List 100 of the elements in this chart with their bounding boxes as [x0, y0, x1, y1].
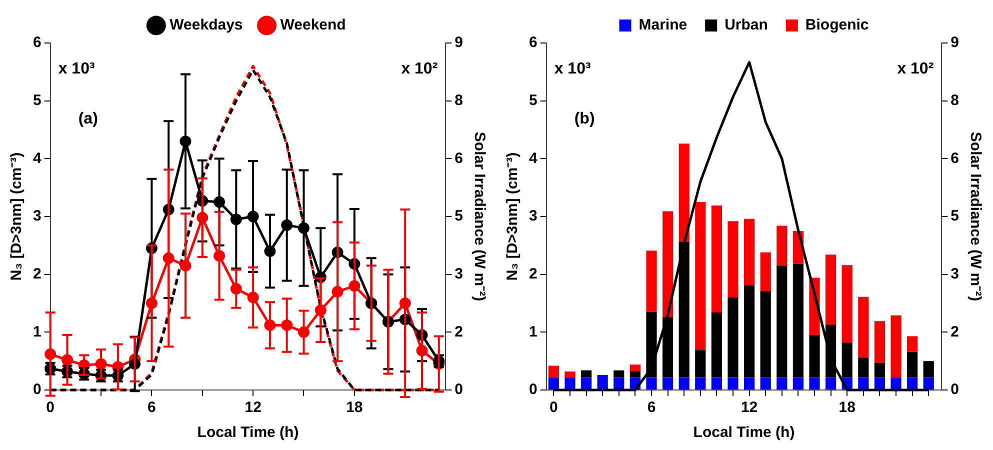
y-tick-label: 6: [529, 34, 538, 52]
bar: [678, 242, 690, 378]
y-tick-label: 4: [33, 150, 42, 167]
legend-label: Biogenic: [805, 16, 869, 34]
y-axis-title: N₃ [D>3nm] (cm⁻³): [8, 152, 26, 281]
annotation: x 10²: [401, 60, 438, 78]
y2-tick-label: 8: [454, 92, 463, 109]
x-axis-title: Local Time (h): [693, 424, 795, 442]
bar: [646, 312, 657, 378]
bar: [646, 377, 657, 390]
bar: [695, 202, 706, 350]
annotation: x 10³: [554, 60, 591, 78]
x-tick-label: 12: [244, 399, 262, 416]
bar: [662, 317, 674, 378]
y-tick-label: 0: [33, 381, 42, 398]
x-tick-label: 6: [647, 399, 656, 416]
y2-axis-title: Solar Irradiance (W m⁻²): [966, 132, 984, 302]
y-axis-title: N₃ [D>3nm] (cm⁻³): [504, 152, 522, 281]
bar: [695, 377, 706, 390]
legend-label: Marine: [638, 16, 688, 34]
y2-tick-label: 9: [454, 34, 463, 52]
bar: [711, 206, 722, 313]
y2-tick-label: 2: [454, 323, 463, 340]
y-tick-label: 3: [529, 208, 538, 225]
legend-label: Weekend: [280, 16, 346, 34]
y-tick-label: 3: [33, 208, 42, 225]
bar: [564, 371, 576, 378]
bar: [760, 252, 771, 292]
bar: [923, 361, 934, 378]
bar: [760, 291, 771, 378]
bar: [728, 221, 738, 298]
bar: [630, 364, 640, 372]
annotation: x 10³: [58, 60, 95, 78]
bar: [580, 370, 592, 378]
annotation: (b): [574, 110, 595, 128]
bar: [923, 377, 934, 390]
bar: [776, 226, 788, 266]
bar: [826, 377, 836, 390]
bar: [744, 218, 755, 286]
bar: [858, 296, 869, 358]
y2-tick-label: 9: [950, 34, 959, 52]
y2-tick-label: 3: [454, 265, 463, 282]
annotation: (a): [78, 110, 98, 128]
y2-tick-label: 0: [454, 381, 463, 398]
bar: [662, 377, 674, 390]
bar: [597, 374, 608, 390]
bar: [874, 321, 886, 363]
bar: [548, 377, 559, 390]
bar: [907, 336, 918, 352]
bar: [711, 312, 722, 378]
bar: [760, 377, 771, 390]
x-tick-label: 18: [838, 399, 856, 416]
bar: [907, 377, 918, 390]
x-axis-title: Local Time (h): [197, 424, 299, 442]
y-tick-label: 2: [529, 265, 538, 282]
bar: [858, 377, 869, 390]
bar: [858, 358, 869, 378]
bar: [728, 377, 738, 390]
y2-tick-label: 6: [454, 150, 463, 167]
bar: [776, 377, 788, 390]
y-tick-label: 5: [529, 92, 538, 109]
y2-tick-label: 0: [950, 381, 959, 398]
bar: [809, 335, 820, 378]
bar: [678, 144, 690, 242]
bar: [646, 250, 657, 312]
y2-tick-label: 3: [950, 265, 959, 282]
x-tick-label: 12: [740, 399, 758, 416]
bar: [874, 362, 886, 378]
y-tick-label: 1: [33, 323, 42, 340]
bar: [874, 377, 886, 390]
y2-tick-label: 5: [950, 208, 959, 225]
bar: [580, 377, 592, 390]
bar: [695, 350, 706, 378]
y2-tick-label: 2: [950, 323, 959, 340]
bar: [744, 285, 755, 378]
y-tick-label: 2: [33, 265, 42, 282]
y2-axis-title: Solar Irradiance (W m⁻²): [470, 132, 488, 302]
bar: [614, 377, 624, 390]
legend-label: Weekdays: [170, 16, 243, 34]
bar: [792, 264, 804, 378]
bar: [776, 266, 788, 378]
bar: [564, 377, 576, 390]
bar: [711, 377, 722, 390]
bar: [890, 315, 902, 378]
bar: [630, 371, 640, 378]
bar: [744, 377, 755, 390]
legend-label: Urban: [724, 16, 768, 34]
bar: [614, 370, 624, 378]
bar: [907, 352, 918, 378]
bar: [792, 377, 804, 390]
y2-tick-label: 5: [454, 208, 463, 225]
bar: [809, 377, 820, 390]
y2-tick-label: 6: [950, 150, 959, 167]
bar: [678, 377, 690, 390]
bar: [728, 297, 738, 378]
bar: [842, 265, 852, 343]
y-tick-label: 5: [33, 92, 42, 109]
y-tick-label: 1: [529, 323, 538, 340]
bar: [842, 342, 852, 378]
y-tick-label: 0: [529, 381, 538, 398]
